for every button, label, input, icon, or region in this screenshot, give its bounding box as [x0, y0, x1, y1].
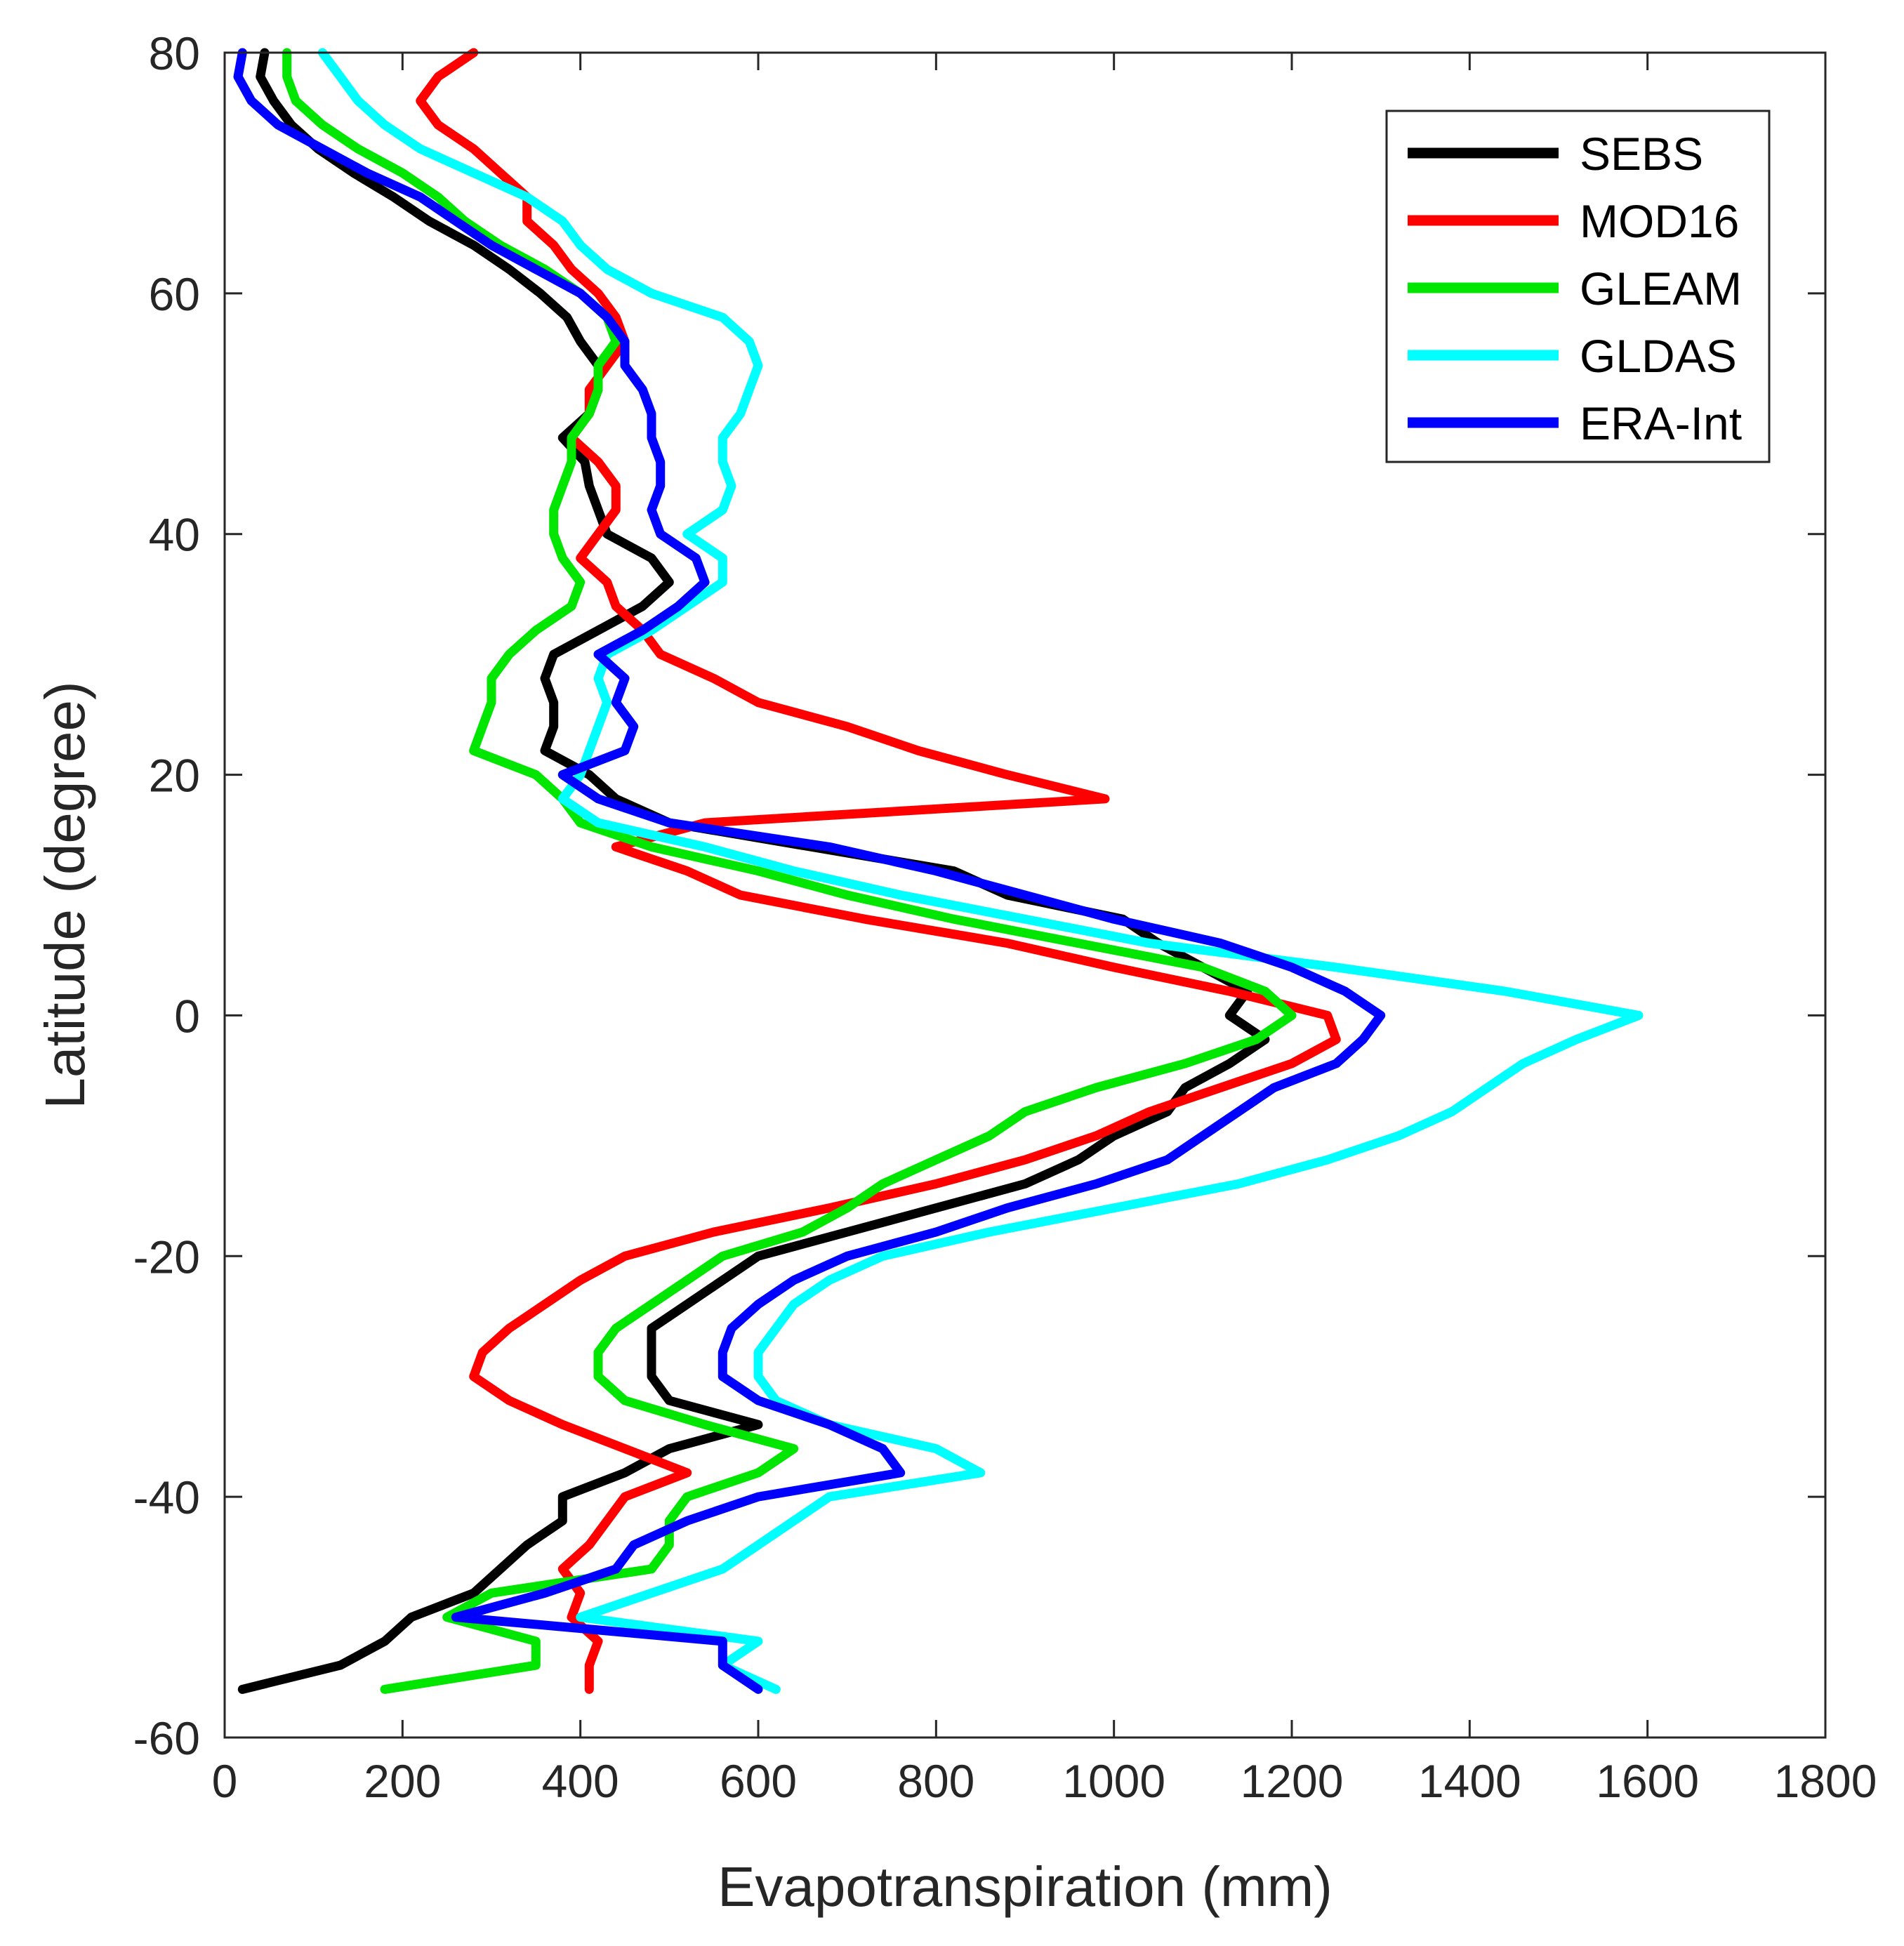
y-tick-label: -60	[133, 1712, 200, 1764]
y-tick-label: 0	[174, 990, 200, 1042]
legend-label-sebs: SEBS	[1580, 128, 1703, 180]
y-tick-labels: -60 -40 -20 0 20 40 60 80	[133, 27, 200, 1764]
plot-frame	[223, 51, 1827, 1739]
x-tick-label: 1400	[1418, 1755, 1521, 1807]
x-axis-title: Evapotranspiration (mm)	[718, 1855, 1333, 1918]
x-tick-label: 1000	[1062, 1755, 1165, 1807]
y-tick-label: 60	[149, 268, 200, 320]
legend-label-gldas: GLDAS	[1580, 330, 1737, 382]
x-tick-label: 1800	[1774, 1755, 1877, 1807]
x-tick-label: 1600	[1596, 1755, 1699, 1807]
legend-label-era-int: ERA-Int	[1580, 397, 1742, 449]
series-line-sebs	[237, 48, 1270, 1694]
series-line-era-int	[233, 48, 1386, 1694]
y-tick-label: 40	[149, 509, 200, 561]
x-tick-label: 200	[364, 1755, 441, 1807]
x-tick-label: 0	[212, 1755, 238, 1807]
y-axis-title: Latitude (degree)	[34, 681, 96, 1108]
legend: SEBS MOD16 GLEAM GLDAS ERA-Int	[1385, 110, 1771, 463]
x-tick-label: 600	[720, 1755, 797, 1807]
y-tick-label: 80	[149, 27, 200, 79]
x-tick-label: 400	[542, 1755, 619, 1807]
series-group	[233, 48, 1644, 1694]
x-tick-label: 1200	[1241, 1755, 1344, 1807]
x-tick-labels: 0 200 400 600 800 1000 1200 1400 1600 1800	[212, 1755, 1877, 1807]
series-line-mod16	[416, 48, 1341, 1694]
y-tick-label: 20	[149, 750, 200, 802]
y-tick-label: -40	[133, 1471, 200, 1523]
legend-label-mod16: MOD16	[1580, 195, 1739, 247]
legend-label-gleam: GLEAM	[1580, 263, 1742, 315]
y-tick-label: -20	[133, 1231, 200, 1283]
x-tick-label: 800	[897, 1755, 974, 1807]
